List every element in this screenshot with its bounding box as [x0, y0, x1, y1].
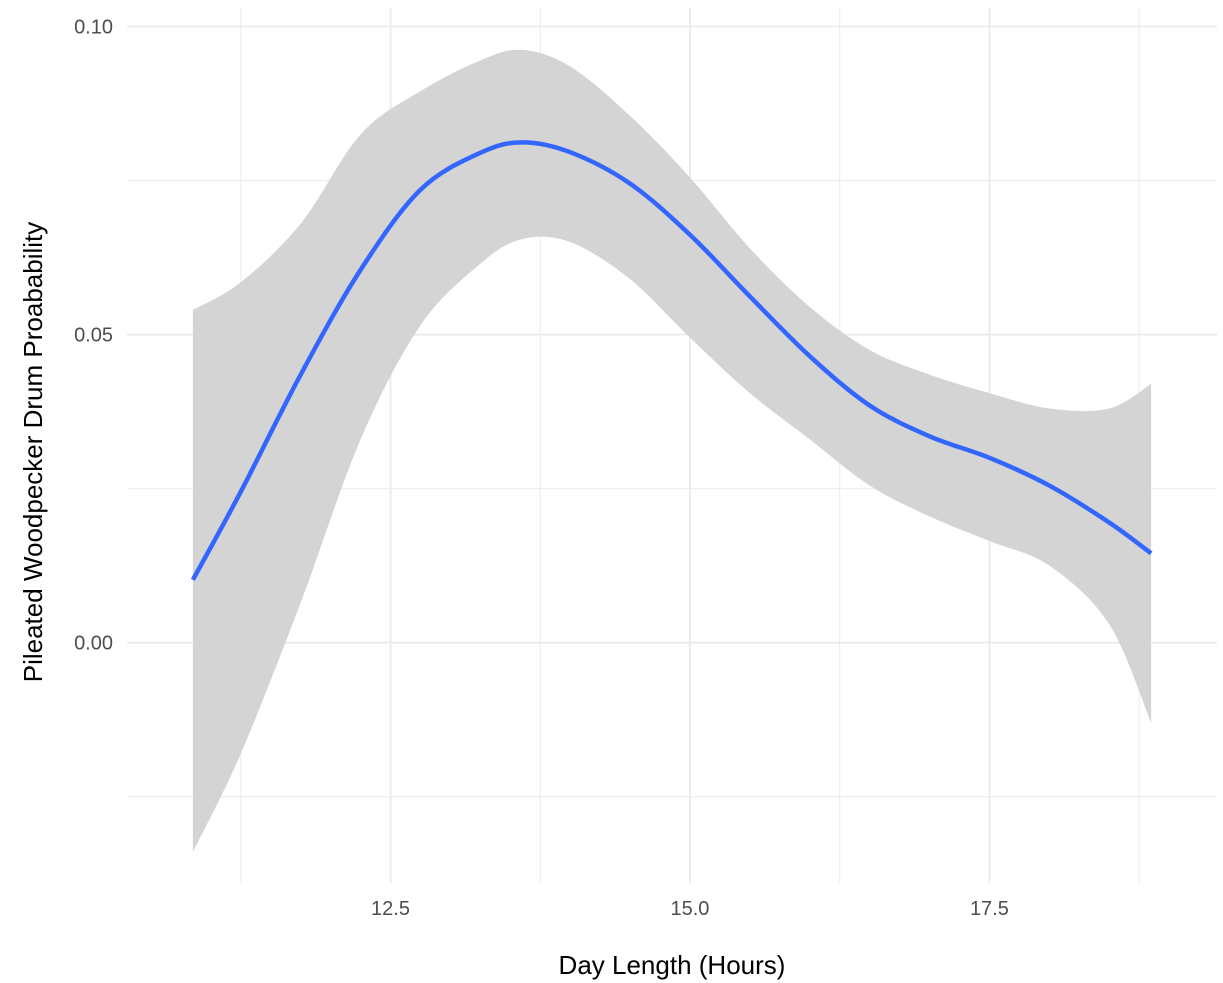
x-tick-labels: 12.5 15.0 17.5	[371, 898, 1009, 920]
confidence-ribbon	[192, 49, 1152, 853]
confidence-ribbon-layer	[192, 49, 1152, 853]
x-tick-label: 15.0	[670, 898, 709, 920]
y-axis-title: Pileated Woodpecker Drum Proabability	[18, 222, 48, 683]
x-axis-title: Day Length (Hours)	[559, 950, 786, 980]
smooth-line-layer	[190, 140, 1153, 581]
x-tick-label: 12.5	[371, 898, 410, 920]
y-tick-label: 0.00	[74, 633, 113, 655]
x-tick-label: 17.5	[970, 898, 1009, 920]
y-tick-labels: 0.00 0.05 0.10	[74, 16, 113, 654]
y-tick-label: 0.10	[74, 16, 113, 38]
fitted-line	[190, 140, 1153, 581]
y-tick-label: 0.05	[74, 325, 113, 347]
